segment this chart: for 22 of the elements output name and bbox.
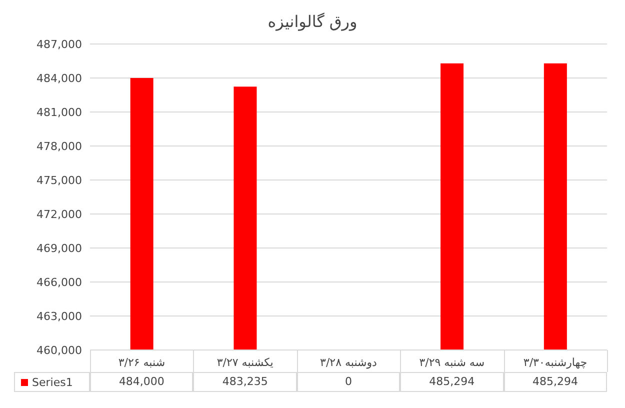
y-tick-label: 484,000 — [36, 72, 82, 85]
y-tick-label: 487,000 — [36, 38, 82, 51]
chart-title: ورق گالوانیزه — [266, 11, 358, 33]
x-tick-label: یکشنبه ۳/۲۷ — [216, 356, 274, 369]
x-tick-label: چهارشنبه۳/۳۰ — [523, 356, 588, 369]
y-tick-label: 481,000 — [36, 106, 82, 119]
y-tick-label: 478,000 — [36, 140, 82, 153]
y-tick-label: 475,000 — [36, 174, 82, 187]
y-tick-label: 469,000 — [36, 242, 82, 255]
y-tick-label: 460,000 — [36, 344, 82, 357]
data-label: 484,000 — [90, 372, 194, 392]
text: 0 — [344, 375, 352, 388]
x-tick-label: سه شنبه ۳/۲۹ — [419, 356, 485, 369]
legend-label: Series1 — [32, 376, 73, 388]
y-tick-label: 472,000 — [36, 208, 82, 221]
data-label: 485,294 — [504, 372, 607, 392]
x-tick-label: شنبه ۳/۲۶ — [118, 356, 166, 369]
y-tick-label: 466,000 — [36, 276, 82, 289]
data-label: 485,294 — [400, 372, 504, 392]
y-tick-label: 463,000 — [36, 310, 82, 323]
data-label: 483,235 — [193, 372, 297, 392]
x-tick-label: دوشنبه ۳/۲۸ — [320, 356, 378, 369]
